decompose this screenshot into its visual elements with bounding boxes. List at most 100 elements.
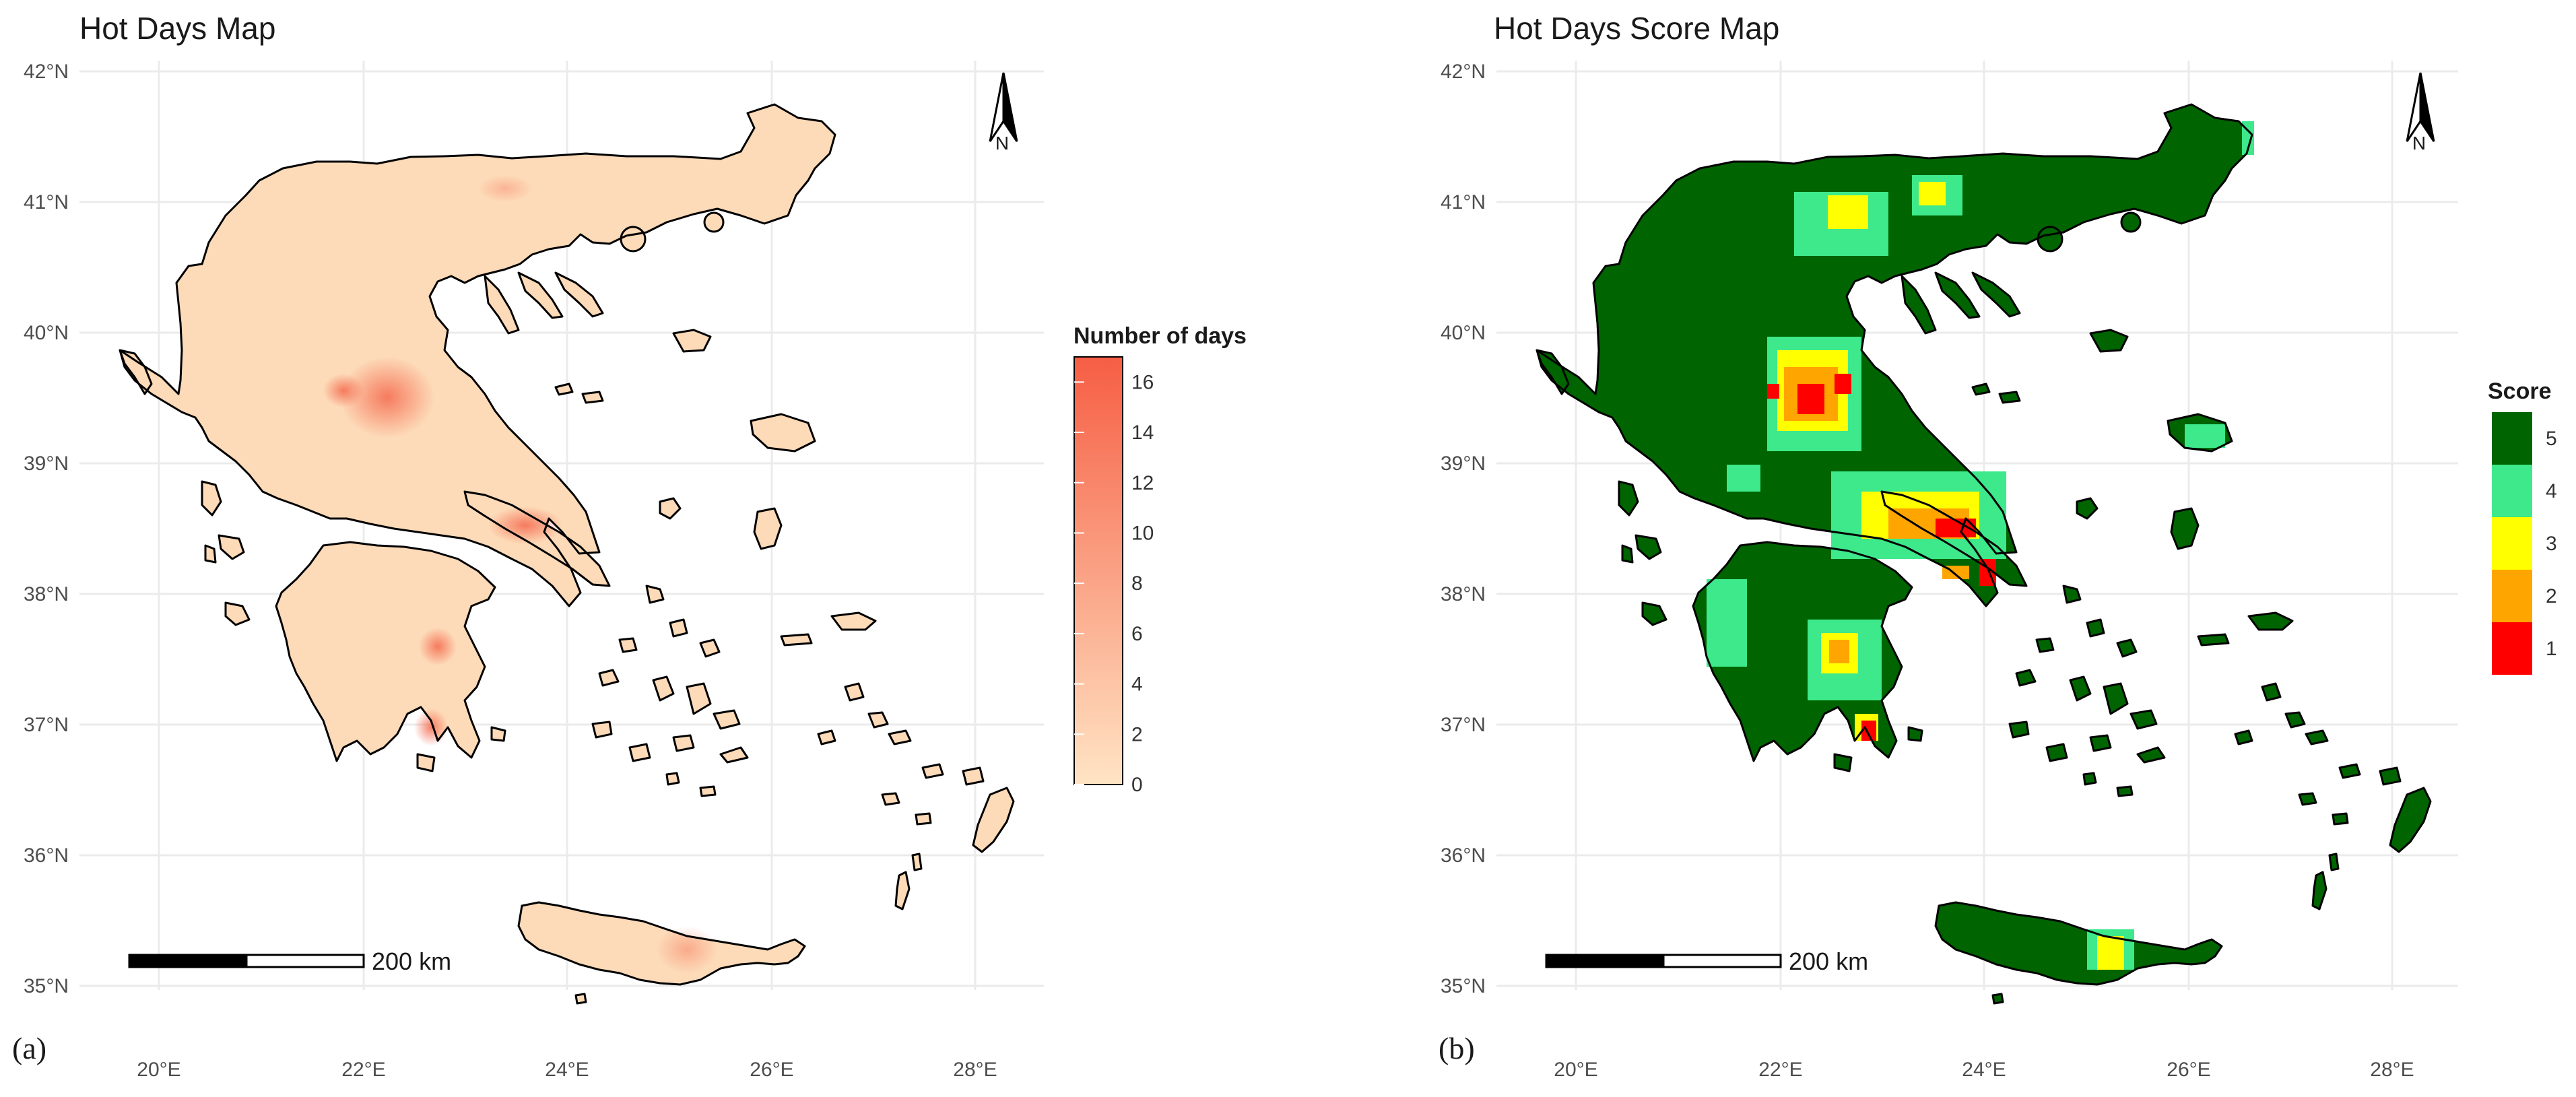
x-tick-label: 20°E: [1554, 1059, 1597, 1081]
score-zones: [1707, 121, 2254, 970]
north-arrow-left-half: [2406, 72, 2422, 142]
legend-items: 5 4 3 2 1: [2492, 412, 2557, 675]
y-tick-label: 36°N: [1441, 844, 1486, 867]
y-tick-label: 41°N: [1441, 191, 1486, 213]
latitude-labels: 42°N 41°N 40°N 39°N 38°N 37°N 36°N 35°N: [1441, 61, 1486, 997]
panel-label: (a): [12, 1031, 46, 1065]
scale-bar: 200 km: [128, 948, 451, 975]
hotspot-thessaly-west: [323, 374, 364, 407]
zone: [2097, 936, 2124, 970]
north-arrow: N: [2406, 72, 2435, 154]
scale-bar-dark-segment: [128, 954, 248, 968]
hot-days-score-map-panel: Hot Days Score Map 42°N 41°N 40°N 39°N 3…: [1439, 11, 2557, 1081]
y-tick-label: 38°N: [24, 583, 69, 605]
x-tick-label: 26°E: [750, 1059, 793, 1081]
legend-swatch: [2492, 465, 2532, 517]
zone: [1829, 640, 1849, 663]
legend-label: 1: [2546, 638, 2557, 660]
zone: [1727, 465, 1760, 492]
y-tick-label: 37°N: [1441, 714, 1486, 736]
panel-label: (b): [1439, 1031, 1475, 1065]
legend-label: 2: [2546, 585, 2557, 607]
legend-label: 4: [2546, 480, 2557, 502]
legend: Number of days 16 14 12 10 8 6 4 2 0: [1074, 323, 1247, 796]
y-tick-label: 38°N: [1441, 583, 1486, 605]
y-tick-label: 39°N: [1441, 453, 1486, 475]
y-tick-label: 42°N: [24, 61, 69, 83]
hotspot-crete: [657, 926, 717, 973]
legend-swatch: [2492, 570, 2532, 622]
zone: [2185, 424, 2225, 448]
scale-bar-dark-segment: [1545, 954, 1665, 968]
legend-label: 5: [2546, 428, 2557, 450]
x-tick-label: 26°E: [2167, 1059, 2210, 1081]
legend-swatch: [2492, 412, 2532, 465]
legend-label: 14: [1131, 422, 1154, 444]
hotspot-argolis: [419, 628, 457, 665]
legend-colorbar: [1074, 356, 1123, 785]
legend-label: 0: [1131, 774, 1143, 796]
legend-label: 6: [1131, 623, 1143, 645]
zone: [1828, 195, 1868, 229]
y-tick-label: 42°N: [1441, 61, 1486, 83]
zone: [1861, 721, 1876, 741]
north-arrow-right-half: [1002, 72, 1018, 142]
legend-label: 3: [2546, 533, 2557, 555]
north-arrow: N: [989, 72, 1018, 154]
x-tick-label: 28°E: [2370, 1059, 2414, 1081]
map-title: Hot Days Map: [79, 11, 275, 46]
x-tick-label: 24°E: [1962, 1059, 2006, 1081]
legend-labels: 16 14 12 10 8 6 4 2 0: [1074, 371, 1154, 796]
hotspot-thessaly: [340, 357, 434, 438]
x-tick-label: 28°E: [953, 1059, 997, 1081]
hotspot-laconia: [414, 708, 448, 746]
longitude-labels: 20°E 22°E 24°E 26°E 28°E: [137, 1059, 997, 1081]
scale-bar-label: 200 km: [372, 948, 451, 975]
x-tick-label: 22°E: [341, 1059, 385, 1081]
legend: Score 5 4 3 2 1: [2488, 378, 2557, 675]
legend-title: Number of days: [1074, 323, 1247, 349]
scale-bar-label: 200 km: [1789, 948, 1868, 975]
y-tick-label: 37°N: [24, 714, 69, 736]
scale-bar: 200 km: [1545, 948, 1868, 975]
zone: [1919, 182, 1946, 205]
hot-days-map-panel: Hot Days Map 42°N 41°N 40°N 39°N 38°N 37…: [12, 11, 1247, 1081]
legend-swatch: [2492, 517, 2532, 570]
hotspot-north: [478, 175, 532, 202]
zone: [1797, 384, 1824, 414]
zone: [1835, 374, 1851, 394]
scale-bar-light-segment: [245, 954, 365, 968]
hotspot-attica: [488, 506, 562, 544]
legend-label: 12: [1131, 472, 1154, 494]
y-tick-label: 40°N: [1441, 322, 1486, 344]
zone: [1707, 579, 1747, 667]
zone: [2242, 121, 2254, 155]
y-tick-label: 39°N: [24, 453, 69, 475]
y-tick-label: 35°N: [1441, 975, 1486, 997]
x-tick-label: 24°E: [545, 1059, 589, 1081]
y-tick-label: 35°N: [24, 975, 69, 997]
north-arrow-right-half: [2419, 72, 2435, 142]
longitude-labels: 20°E 22°E 24°E 26°E 28°E: [1554, 1059, 2414, 1081]
hotspots: [323, 175, 717, 973]
y-tick-label: 41°N: [24, 191, 69, 213]
map-title: Hot Days Score Map: [1494, 11, 1779, 46]
legend-title: Score: [2488, 378, 2552, 404]
legend-label: 4: [1131, 673, 1143, 696]
x-tick-label: 22°E: [1758, 1059, 1802, 1081]
legend-swatch: [2492, 622, 2532, 675]
north-label: N: [2412, 133, 2426, 154]
legend-label: 8: [1131, 572, 1143, 595]
north-arrow-left-half: [989, 72, 1005, 142]
scale-bar-light-segment: [1662, 954, 1782, 968]
legend-label: 10: [1131, 522, 1154, 544]
zone: [1767, 384, 1779, 399]
latitude-labels: 42°N 41°N 40°N 39°N 38°N 37°N 36°N 35°N: [24, 61, 69, 997]
x-tick-label: 20°E: [137, 1059, 180, 1081]
legend-label: 2: [1131, 723, 1143, 745]
north-label: N: [995, 133, 1009, 154]
legend-label: 16: [1131, 371, 1154, 393]
y-tick-label: 36°N: [24, 844, 69, 867]
y-tick-label: 40°N: [24, 322, 69, 344]
